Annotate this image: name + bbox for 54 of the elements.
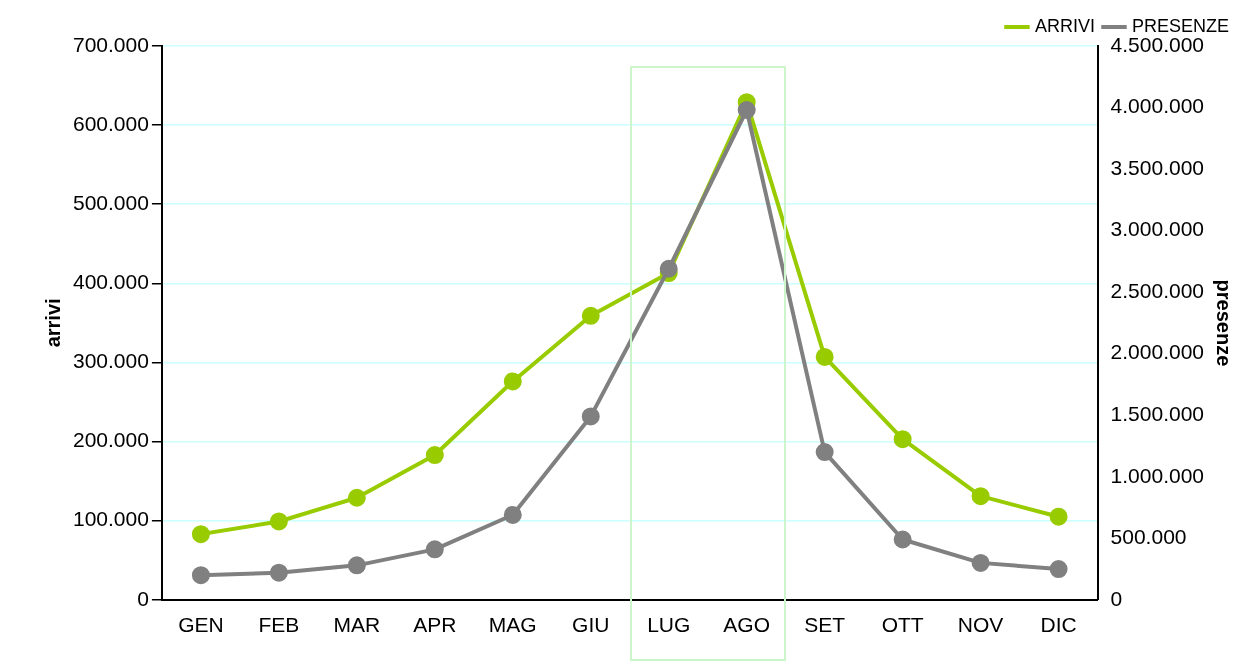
point xyxy=(893,430,912,449)
point xyxy=(503,505,522,524)
y-axis-title: arrivi xyxy=(41,298,64,348)
y-tick-label: 100.000 xyxy=(72,507,149,531)
y-tick-label: 400.000 xyxy=(72,270,149,294)
y-tick-label: 600.000 xyxy=(72,111,149,135)
point xyxy=(503,372,522,391)
y-tick-label: 200.000 xyxy=(72,428,149,452)
y2-tick-label: 3.500.000 xyxy=(1110,155,1205,179)
y2-tick-label: 2.500.000 xyxy=(1110,278,1205,302)
point xyxy=(425,540,444,559)
point xyxy=(581,407,600,426)
point xyxy=(893,530,912,549)
point xyxy=(815,443,834,462)
point xyxy=(1049,560,1068,579)
x-tick-label: FEB xyxy=(258,613,300,637)
point xyxy=(347,488,366,507)
point xyxy=(659,259,678,278)
y-tick-label: 500.000 xyxy=(72,191,149,215)
point xyxy=(815,347,834,366)
x-tick-label: DIC xyxy=(1040,613,1077,637)
point xyxy=(581,306,600,325)
y2-tick-label: 3.000.000 xyxy=(1110,217,1205,241)
point xyxy=(347,556,366,575)
legend-label: ARRIVI xyxy=(1034,15,1095,36)
y2-tick-label: 4.000.000 xyxy=(1110,94,1205,118)
point xyxy=(737,101,756,119)
x-tick-label: NOV xyxy=(957,613,1004,637)
point xyxy=(191,566,210,585)
y-tick-label: 700.000 xyxy=(72,32,149,56)
point xyxy=(269,563,288,582)
point xyxy=(425,446,444,465)
point xyxy=(191,525,210,544)
x-tick-label: OTT xyxy=(881,613,924,637)
point xyxy=(1049,507,1068,526)
y-tick-label: 300.000 xyxy=(72,349,149,373)
y2-tick-label: 0 xyxy=(1110,586,1123,610)
x-tick-label: GEN xyxy=(178,613,224,637)
x-tick-label: GIU xyxy=(572,613,610,637)
y2-axis-title: presenze xyxy=(1213,279,1236,367)
y-tick-label: 0 xyxy=(137,586,149,610)
x-tick-label: APR xyxy=(413,613,457,637)
y2-tick-label: 500.000 xyxy=(1110,525,1187,549)
point xyxy=(971,487,990,506)
x-tick-label: LUG xyxy=(647,613,691,637)
y2-tick-label: 1.000.000 xyxy=(1110,463,1205,487)
point xyxy=(269,512,288,531)
x-tick-label: MAR xyxy=(333,613,381,637)
y2-tick-label: 2.000.000 xyxy=(1110,340,1205,364)
x-tick-label: AGO xyxy=(723,613,771,637)
y2-tick-label: 1.500.000 xyxy=(1110,402,1205,425)
point xyxy=(971,553,990,572)
x-tick-label: SET xyxy=(804,613,846,637)
x-tick-label: MAG xyxy=(488,613,537,637)
